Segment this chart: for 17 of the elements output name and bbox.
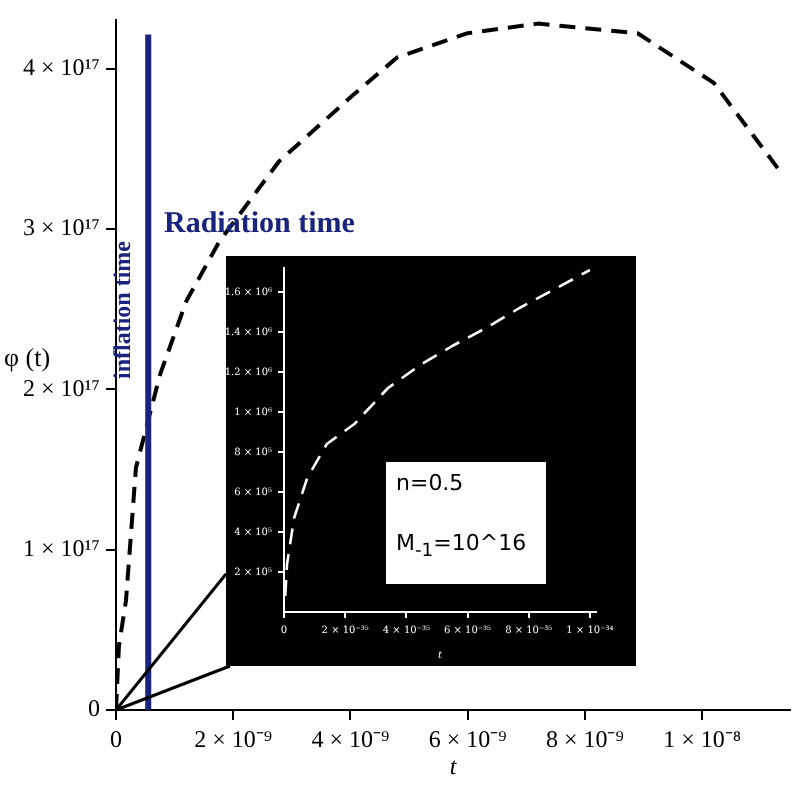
y-tick-label: 3 × 10¹⁷ bbox=[22, 213, 100, 242]
x-tick-label: 0 bbox=[110, 724, 122, 753]
x-tick-label: 8 × 10⁻⁹ bbox=[545, 724, 624, 753]
y-axis-title: φ (t) bbox=[4, 342, 51, 373]
annotation: Radiation time bbox=[164, 207, 356, 240]
annotation: M$_{-1}$=10^16 bbox=[396, 530, 529, 567]
annotation: n=0.5 bbox=[396, 470, 466, 498]
y-tick-label: 2 × 10¹⁷ bbox=[22, 373, 100, 402]
ref-line-label: inflation time bbox=[108, 239, 137, 379]
x-axis-title: t bbox=[449, 752, 458, 780]
y-tick-label: 1 × 10¹⁷ bbox=[22, 533, 100, 562]
y-tick-label: 0 bbox=[88, 694, 100, 723]
x-tick-label: 6 × 10⁻⁹ bbox=[428, 724, 507, 753]
x-tick-label: 4 × 10⁻⁹ bbox=[311, 724, 390, 753]
x-tick-label: 2 × 10⁻⁹ bbox=[194, 724, 273, 753]
y-tick-label: 4 × 10¹⁷ bbox=[22, 52, 100, 81]
x-tick-label: 1 × 10⁻⁸ bbox=[663, 724, 742, 753]
